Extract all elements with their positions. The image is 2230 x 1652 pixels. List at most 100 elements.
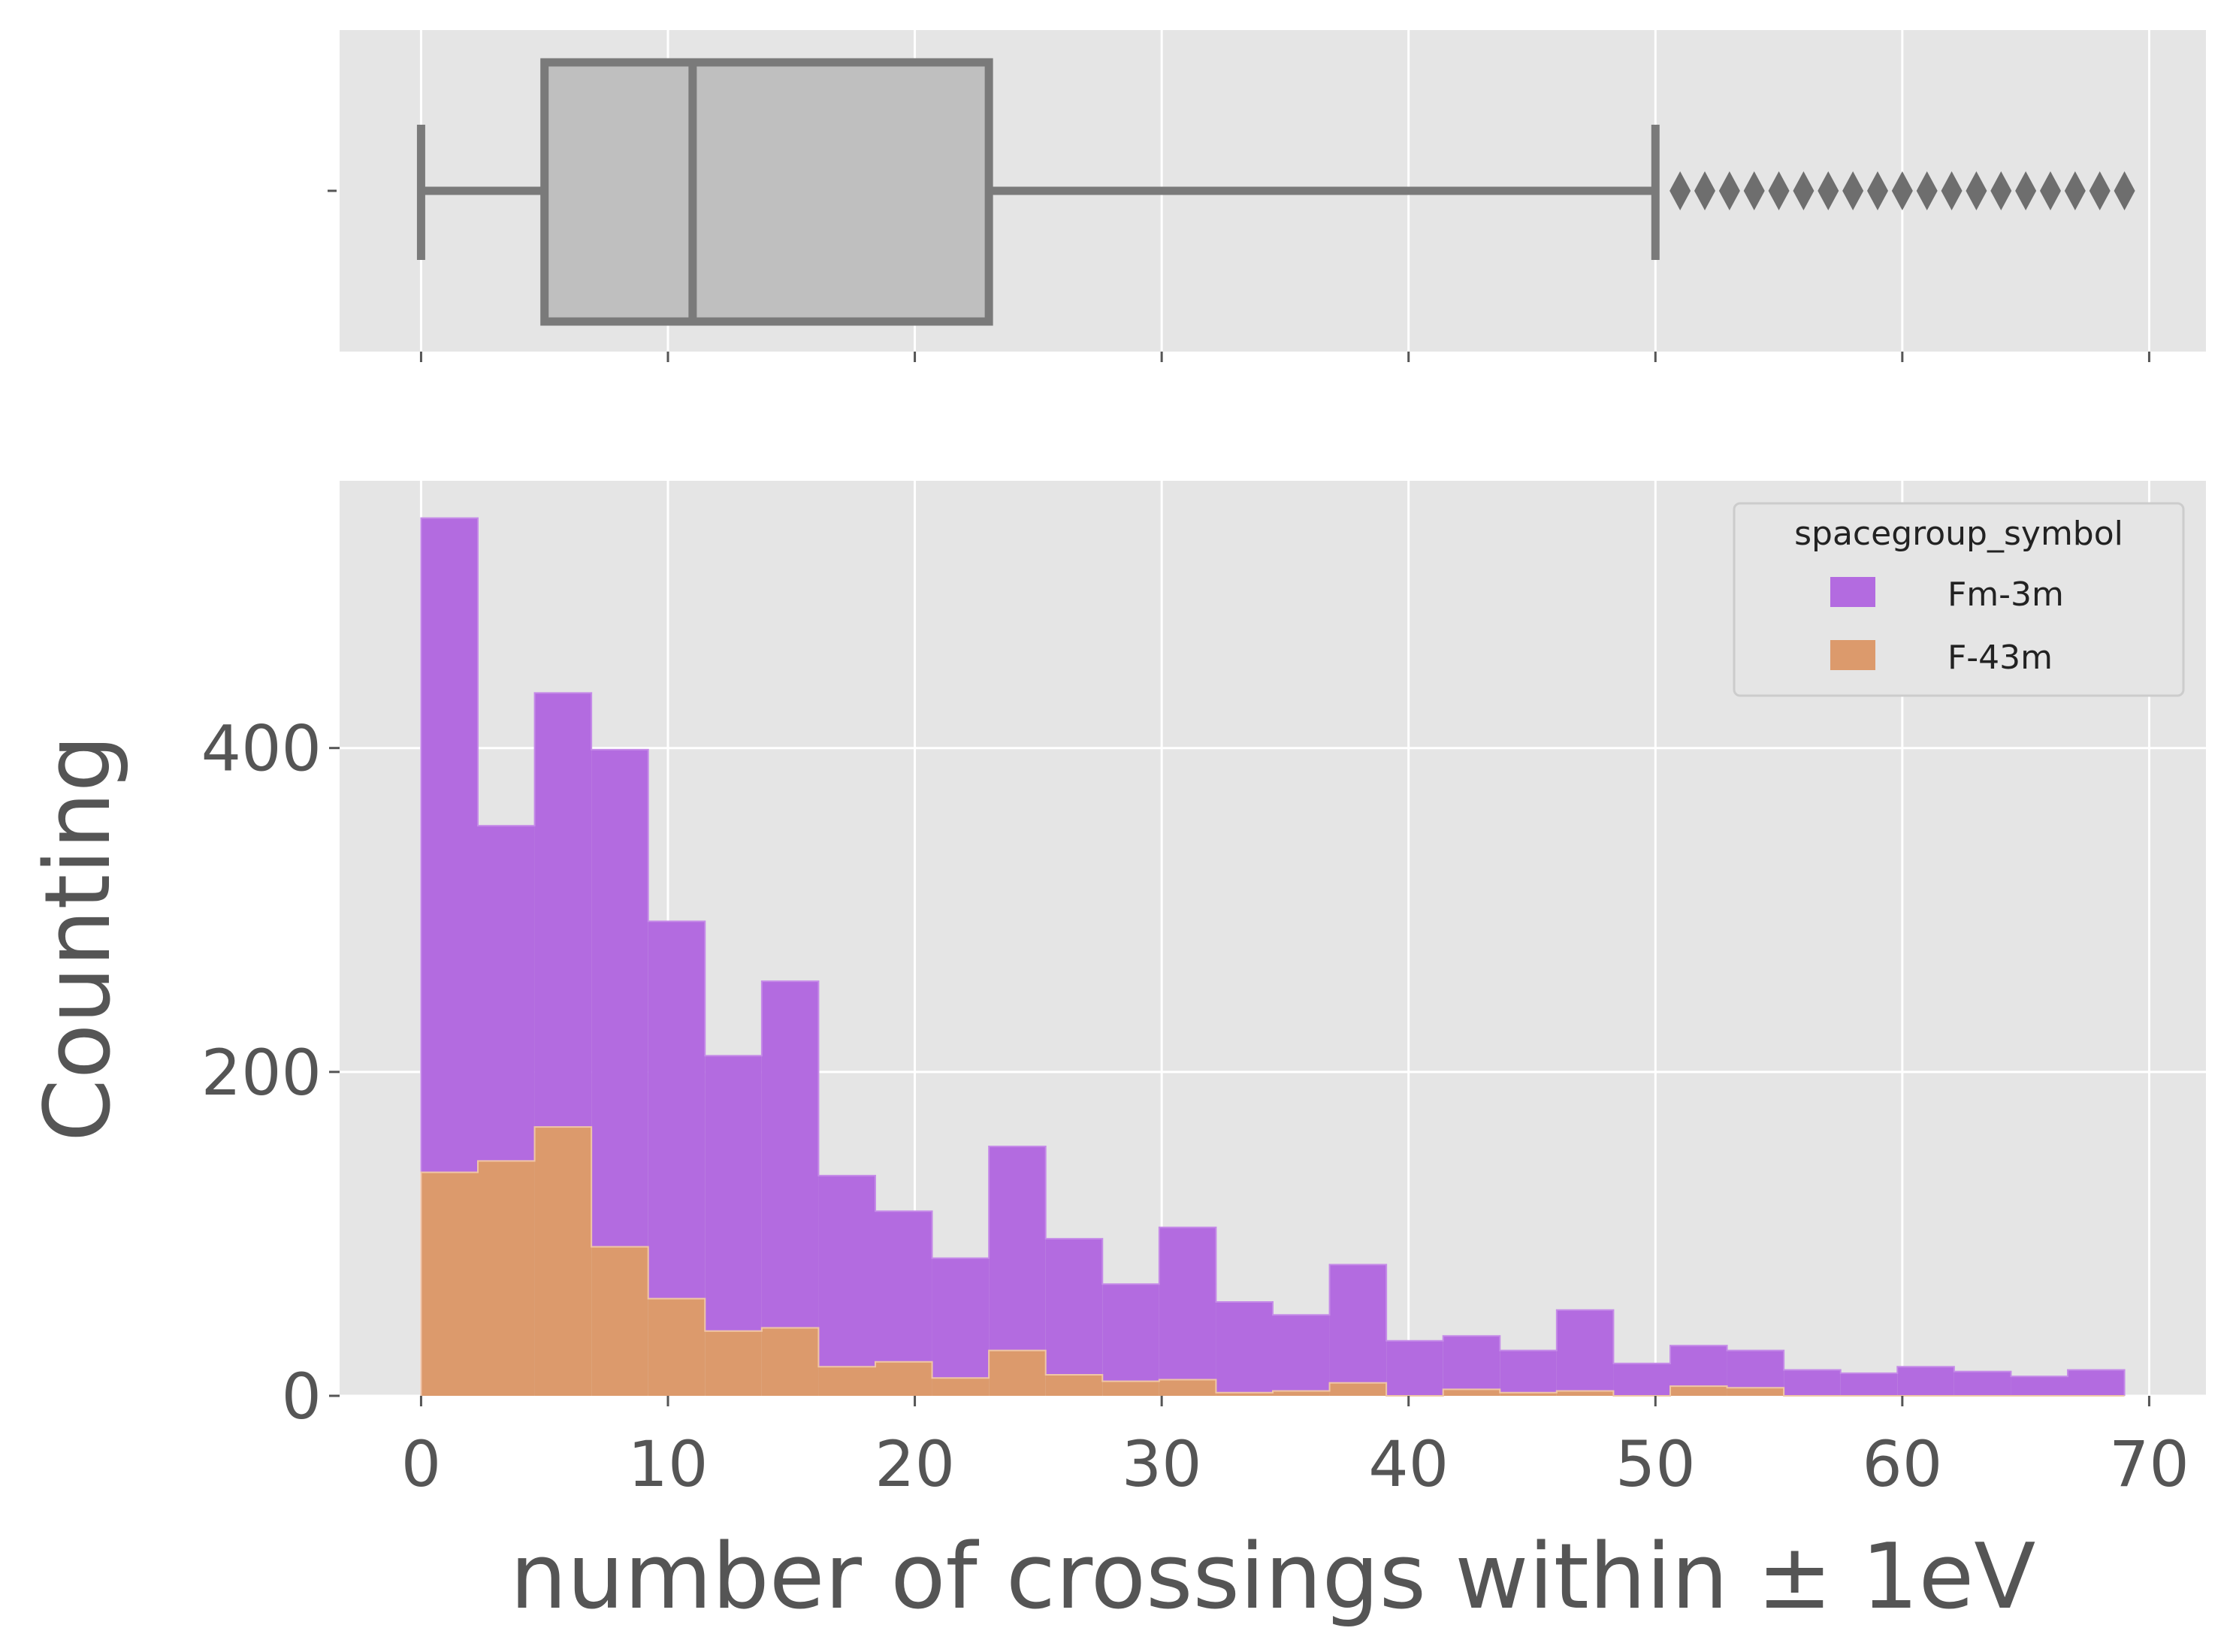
bar-fm-3m	[1897, 1367, 1954, 1396]
bar-f-43m	[932, 1378, 990, 1396]
bar-f-43m	[1102, 1381, 1159, 1396]
x-tick-label: 40	[1368, 1427, 1449, 1501]
bar-fm-3m	[761, 981, 819, 1328]
bar-f-43m	[875, 1361, 932, 1396]
bar-f-43m	[534, 1127, 592, 1396]
bar-f-43m	[761, 1327, 819, 1396]
x-axis-label: number of crossings within ± 1eV	[510, 1525, 2036, 1629]
bar-fm-3m	[1045, 1238, 1103, 1375]
bar-fm-3m	[421, 518, 478, 1173]
bar-f-43m	[1159, 1379, 1216, 1396]
bar-fm-3m	[875, 1211, 932, 1362]
bar-fm-3m	[1784, 1370, 1841, 1396]
bar-f-43m	[1329, 1382, 1387, 1396]
bar-f-43m	[818, 1367, 875, 1396]
bar-fm-3m	[818, 1175, 875, 1367]
outlier-point	[2015, 171, 2037, 210]
x-tick-label: 30	[1122, 1427, 1202, 1501]
outlier-point	[1818, 171, 1839, 210]
bar-f-43m	[1216, 1392, 1273, 1396]
outlier-point	[1916, 171, 1938, 210]
x-tick-label: 0	[401, 1427, 441, 1501]
bar-fm-3m	[1216, 1301, 1273, 1393]
outlier-point	[2089, 171, 2111, 210]
y-axis-label: Counting	[26, 735, 131, 1142]
x-tick-label: 20	[875, 1427, 955, 1501]
bar-fm-3m	[1556, 1309, 1614, 1391]
step-outline-f-43m	[420, 1126, 2125, 1397]
bar-fm-3m	[989, 1146, 1046, 1351]
outlier-point	[1694, 171, 1715, 210]
x-tick-label: 50	[1615, 1427, 1696, 1501]
x-tick-label: 10	[628, 1427, 709, 1501]
bar-fm-3m	[1443, 1336, 1500, 1390]
outlier-point	[1891, 171, 1913, 210]
bar-fm-3m	[1727, 1350, 1784, 1388]
bar-f-43m	[989, 1350, 1046, 1396]
outlier-point	[1941, 171, 1963, 210]
bar-fm-3m	[1273, 1315, 1330, 1391]
bar-fm-3m	[1670, 1345, 1727, 1387]
x-tick-label: 70	[2109, 1427, 2189, 1501]
bar-fm-3m	[1329, 1264, 1387, 1383]
histogram-panel: 0 10 20 30 40 50 60 70 0 200 400 number of crossi…	[26, 481, 2206, 1629]
bar-fm-3m	[591, 749, 648, 1247]
y-tick-label: 400	[201, 712, 322, 786]
legend-swatch-f-43m	[1830, 640, 1875, 670]
bar-fm-3m	[478, 826, 535, 1161]
outlier-point	[2114, 171, 2135, 210]
outlier-point	[1768, 171, 1790, 210]
bar-fm-3m	[1500, 1350, 1557, 1393]
bar-fm-3m	[1386, 1340, 1443, 1396]
iqr-box	[540, 58, 993, 326]
boxplot-panel	[328, 30, 2206, 362]
bar-fm-3m	[705, 1056, 762, 1331]
x-tick-label: 60	[1862, 1427, 1942, 1501]
outlier-point	[1867, 171, 1888, 210]
outlier-point	[2040, 171, 2061, 210]
histogram-y-ticks: 0 200 400	[201, 712, 340, 1433]
bar-fm-3m	[1159, 1227, 1216, 1380]
outlier-point	[1743, 171, 1765, 210]
bar-f-43m	[591, 1246, 648, 1396]
bar-fm-3m	[1102, 1284, 1159, 1382]
bar-fm-3m	[1840, 1373, 1898, 1396]
bar-f-43m	[1556, 1391, 1614, 1396]
histogram-bars	[420, 517, 2126, 1397]
bar-fm-3m	[932, 1258, 990, 1379]
outlier-point	[1793, 171, 1815, 210]
bar-f-43m	[1045, 1374, 1103, 1396]
outlier-point	[1669, 171, 1691, 210]
bar-f-43m	[1443, 1389, 1500, 1396]
histogram-x-ticks: 0 10 20 30 40 50 60 70	[401, 1396, 2189, 1501]
outlier-point	[1842, 171, 1864, 210]
y-tick-label: 200	[201, 1036, 322, 1110]
step-outline-fm-3m	[420, 517, 2126, 1396]
bar-f-43m	[1670, 1386, 1727, 1396]
boxplot-x-ticks	[419, 352, 2150, 362]
bar-fm-3m	[648, 921, 706, 1299]
bar-fm-3m	[2011, 1376, 2068, 1396]
outlier-point	[1718, 171, 1740, 210]
bar-f-43m	[705, 1330, 762, 1396]
outlier-point	[2064, 171, 2086, 210]
bar-f-43m	[1727, 1388, 1784, 1396]
legend: spacegroup_symbol Fm-3m F-43m	[1733, 502, 2185, 697]
y-tick-label: 0	[282, 1360, 322, 1433]
legend-label-f-43m: F-43m	[1947, 639, 2053, 677]
outlier-point	[1990, 171, 2012, 210]
bar-fm-3m	[534, 693, 592, 1128]
bar-f-43m	[648, 1298, 706, 1396]
bar-f-43m	[421, 1172, 478, 1396]
bar-fm-3m	[1954, 1371, 2011, 1396]
bar-fm-3m	[1613, 1363, 1670, 1396]
bar-f-43m	[478, 1161, 535, 1396]
bar-f-43m	[1500, 1392, 1557, 1396]
legend-swatch-fm-3m	[1830, 577, 1875, 607]
bar-fm-3m	[2068, 1370, 2125, 1396]
boxplot-marks	[416, 58, 2135, 326]
bar-f-43m	[1273, 1391, 1330, 1396]
legend-title: spacegroup_symbol	[1794, 515, 2123, 553]
outlier-point	[1966, 171, 1987, 210]
